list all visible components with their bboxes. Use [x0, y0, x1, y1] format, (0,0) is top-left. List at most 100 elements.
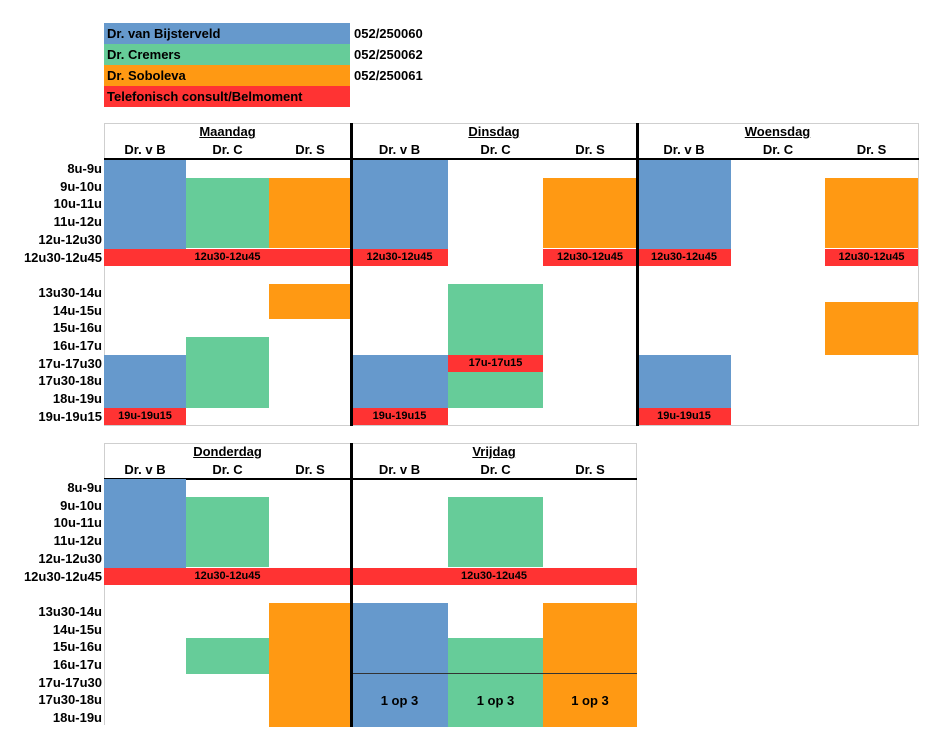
- slot-thu-c-morning: [186, 496, 269, 568]
- slot-tue-evening-call: 19u-19u15: [351, 407, 448, 426]
- slot-thu-s-afternoon: [269, 602, 351, 727]
- day-header-woensdag: Woensdag: [744, 124, 811, 139]
- slot-fri-c-afternoon: [448, 638, 543, 674]
- time-label: 18u-19u: [52, 391, 102, 407]
- legend-name: Dr. Cremers: [107, 47, 181, 62]
- time-label: 12u30-12u45: [23, 568, 102, 584]
- slot-tue-s-lunch-call: 12u30-12u45: [543, 248, 637, 267]
- slot-wed-evening-call: 19u-19u15: [637, 407, 731, 426]
- slot-thu-vb-morning: [104, 479, 186, 568]
- time-label: 18u-19u: [52, 710, 102, 726]
- slot-tue-vb-lunch-call: 12u30-12u45: [351, 248, 448, 267]
- time-label: 17u30-18u: [38, 373, 102, 389]
- legend-item-van-bijsterveld: Dr. van Bijsterveld: [104, 23, 350, 44]
- time-label: 13u30-14u: [38, 284, 102, 300]
- day-separator: [636, 123, 639, 426]
- legend-phone-van-bijsterveld: 052/250060: [354, 26, 423, 41]
- day-separator: [350, 443, 353, 727]
- left-frame-line: [104, 123, 105, 426]
- slot-fri-c-rotation: 1 op 3: [448, 673, 543, 727]
- time-label: 15u-16u: [52, 320, 102, 336]
- col-header-dr-s: Dr. S: [575, 142, 605, 157]
- top-frame-line: [104, 443, 637, 444]
- col-header-dr-c: Dr. C: [480, 462, 511, 477]
- slot-mon-vb-morning: [104, 160, 186, 249]
- col-header-dr-s: Dr. S: [856, 142, 887, 157]
- time-label: 13u30-14u: [38, 603, 102, 619]
- header-divider: [104, 478, 637, 480]
- time-label: 10u-11u: [53, 196, 102, 212]
- col-header-dr-vb: Dr. v B: [378, 142, 421, 157]
- slot-mon-lunch-call: 12u30-12u45: [104, 248, 351, 267]
- top-frame-line: [104, 123, 919, 124]
- slot-wed-s-lunch-call: 12u30-12u45: [825, 248, 918, 267]
- slot-wed-s-morning: [825, 177, 918, 249]
- time-label: 19u-19u15: [38, 408, 102, 424]
- legend-name: Dr. Soboleva: [107, 68, 186, 83]
- header-divider: [104, 158, 919, 160]
- legend-name: Telefonisch consult/Belmoment: [107, 89, 303, 104]
- time-label: 9u-10u: [60, 497, 102, 513]
- col-header-dr-vb: Dr. v B: [124, 142, 166, 157]
- legend-phone-soboleva: 052/250061: [354, 68, 423, 83]
- col-header-dr-s: Dr. S: [295, 462, 325, 477]
- time-label: 16u-17u: [52, 338, 102, 353]
- slot-wed-s-afternoon: [825, 301, 918, 355]
- time-label: 17u30-18u: [38, 692, 102, 708]
- time-label: 16u-17u: [52, 657, 102, 672]
- time-label: 11u-12u: [53, 214, 102, 230]
- time-label: 8u-9u: [67, 161, 102, 176]
- col-header-dr-vb: Dr. v B: [124, 462, 166, 477]
- slot-mon-evening-call: 19u-19u15: [104, 407, 186, 426]
- slot-fri-vb-afternoon: [351, 602, 448, 674]
- slot-tue-s-morning: [543, 177, 637, 249]
- slot-fri-s-rotation: 1 op 3: [543, 673, 637, 727]
- col-header-dr-c: Dr. C: [212, 462, 243, 477]
- slot-tue-vb-afternoon: [351, 354, 448, 408]
- time-label: 14u-15u: [52, 621, 102, 637]
- slot-tue-c-evening: [448, 372, 543, 408]
- slot-wed-vb-lunch-call: 12u30-12u45: [637, 248, 731, 267]
- col-header-dr-vb: Dr. v B: [378, 462, 421, 477]
- day-header-vrijdag: Vrijdag: [472, 444, 516, 459]
- slot-thu-c-afternoon: [186, 638, 269, 674]
- slot-mon-vb-afternoon: [104, 354, 186, 408]
- slot-fri-c-morning: [448, 496, 543, 568]
- day-header-dinsdag: Dinsdag: [468, 124, 520, 139]
- slot-thu-lunch-call: 12u30-12u45: [104, 567, 351, 586]
- right-frame-line: [918, 123, 919, 426]
- day-separator: [350, 123, 353, 426]
- col-header-dr-c: Dr. C: [480, 142, 511, 157]
- time-label: 10u-11u: [53, 515, 102, 531]
- slot-mon-c-afternoon: [186, 337, 269, 408]
- slot-mon-s-morning: [269, 177, 351, 249]
- time-label: 17u-17u30: [38, 355, 102, 371]
- time-label: 11u-12u: [53, 533, 102, 549]
- legend-phone-cremers: 052/250062: [354, 47, 423, 62]
- legend-name: Dr. van Bijsterveld: [107, 26, 221, 41]
- slot-tue-c-afternoon: [448, 283, 543, 355]
- time-label: 9u-10u: [60, 178, 102, 194]
- time-label: 12u-12u30: [38, 231, 102, 247]
- col-header-dr-c: Dr. C: [762, 142, 794, 157]
- time-label: 15u-16u: [52, 639, 102, 655]
- time-label: 12u-12u30: [38, 550, 102, 566]
- legend-item-soboleva: Dr. Soboleva: [104, 65, 350, 86]
- day-header-donderdag: Donderdag: [193, 444, 262, 459]
- slot-tue-vb-morning: [351, 160, 448, 249]
- time-label: 14u-15u: [52, 302, 102, 318]
- slot-mon-c-morning: [186, 177, 269, 249]
- rotation-divider: [351, 673, 637, 674]
- time-label: 12u30-12u45: [23, 249, 102, 265]
- col-header-dr-s: Dr. S: [295, 142, 325, 157]
- time-label: 17u-17u30: [38, 674, 102, 690]
- col-header-dr-c: Dr. C: [212, 142, 243, 157]
- day-header-maandag: Maandag: [199, 124, 256, 139]
- col-header-dr-s: Dr. S: [575, 462, 605, 477]
- col-header-dr-vb: Dr. v B: [663, 142, 705, 157]
- slot-fri-vb-rotation: 1 op 3: [351, 673, 448, 727]
- slot-fri-s-afternoon: [543, 602, 637, 674]
- legend-item-cremers: Dr. Cremers: [104, 44, 350, 65]
- slot-mon-s-afternoon: [269, 283, 351, 320]
- time-label: 8u-9u: [67, 480, 102, 495]
